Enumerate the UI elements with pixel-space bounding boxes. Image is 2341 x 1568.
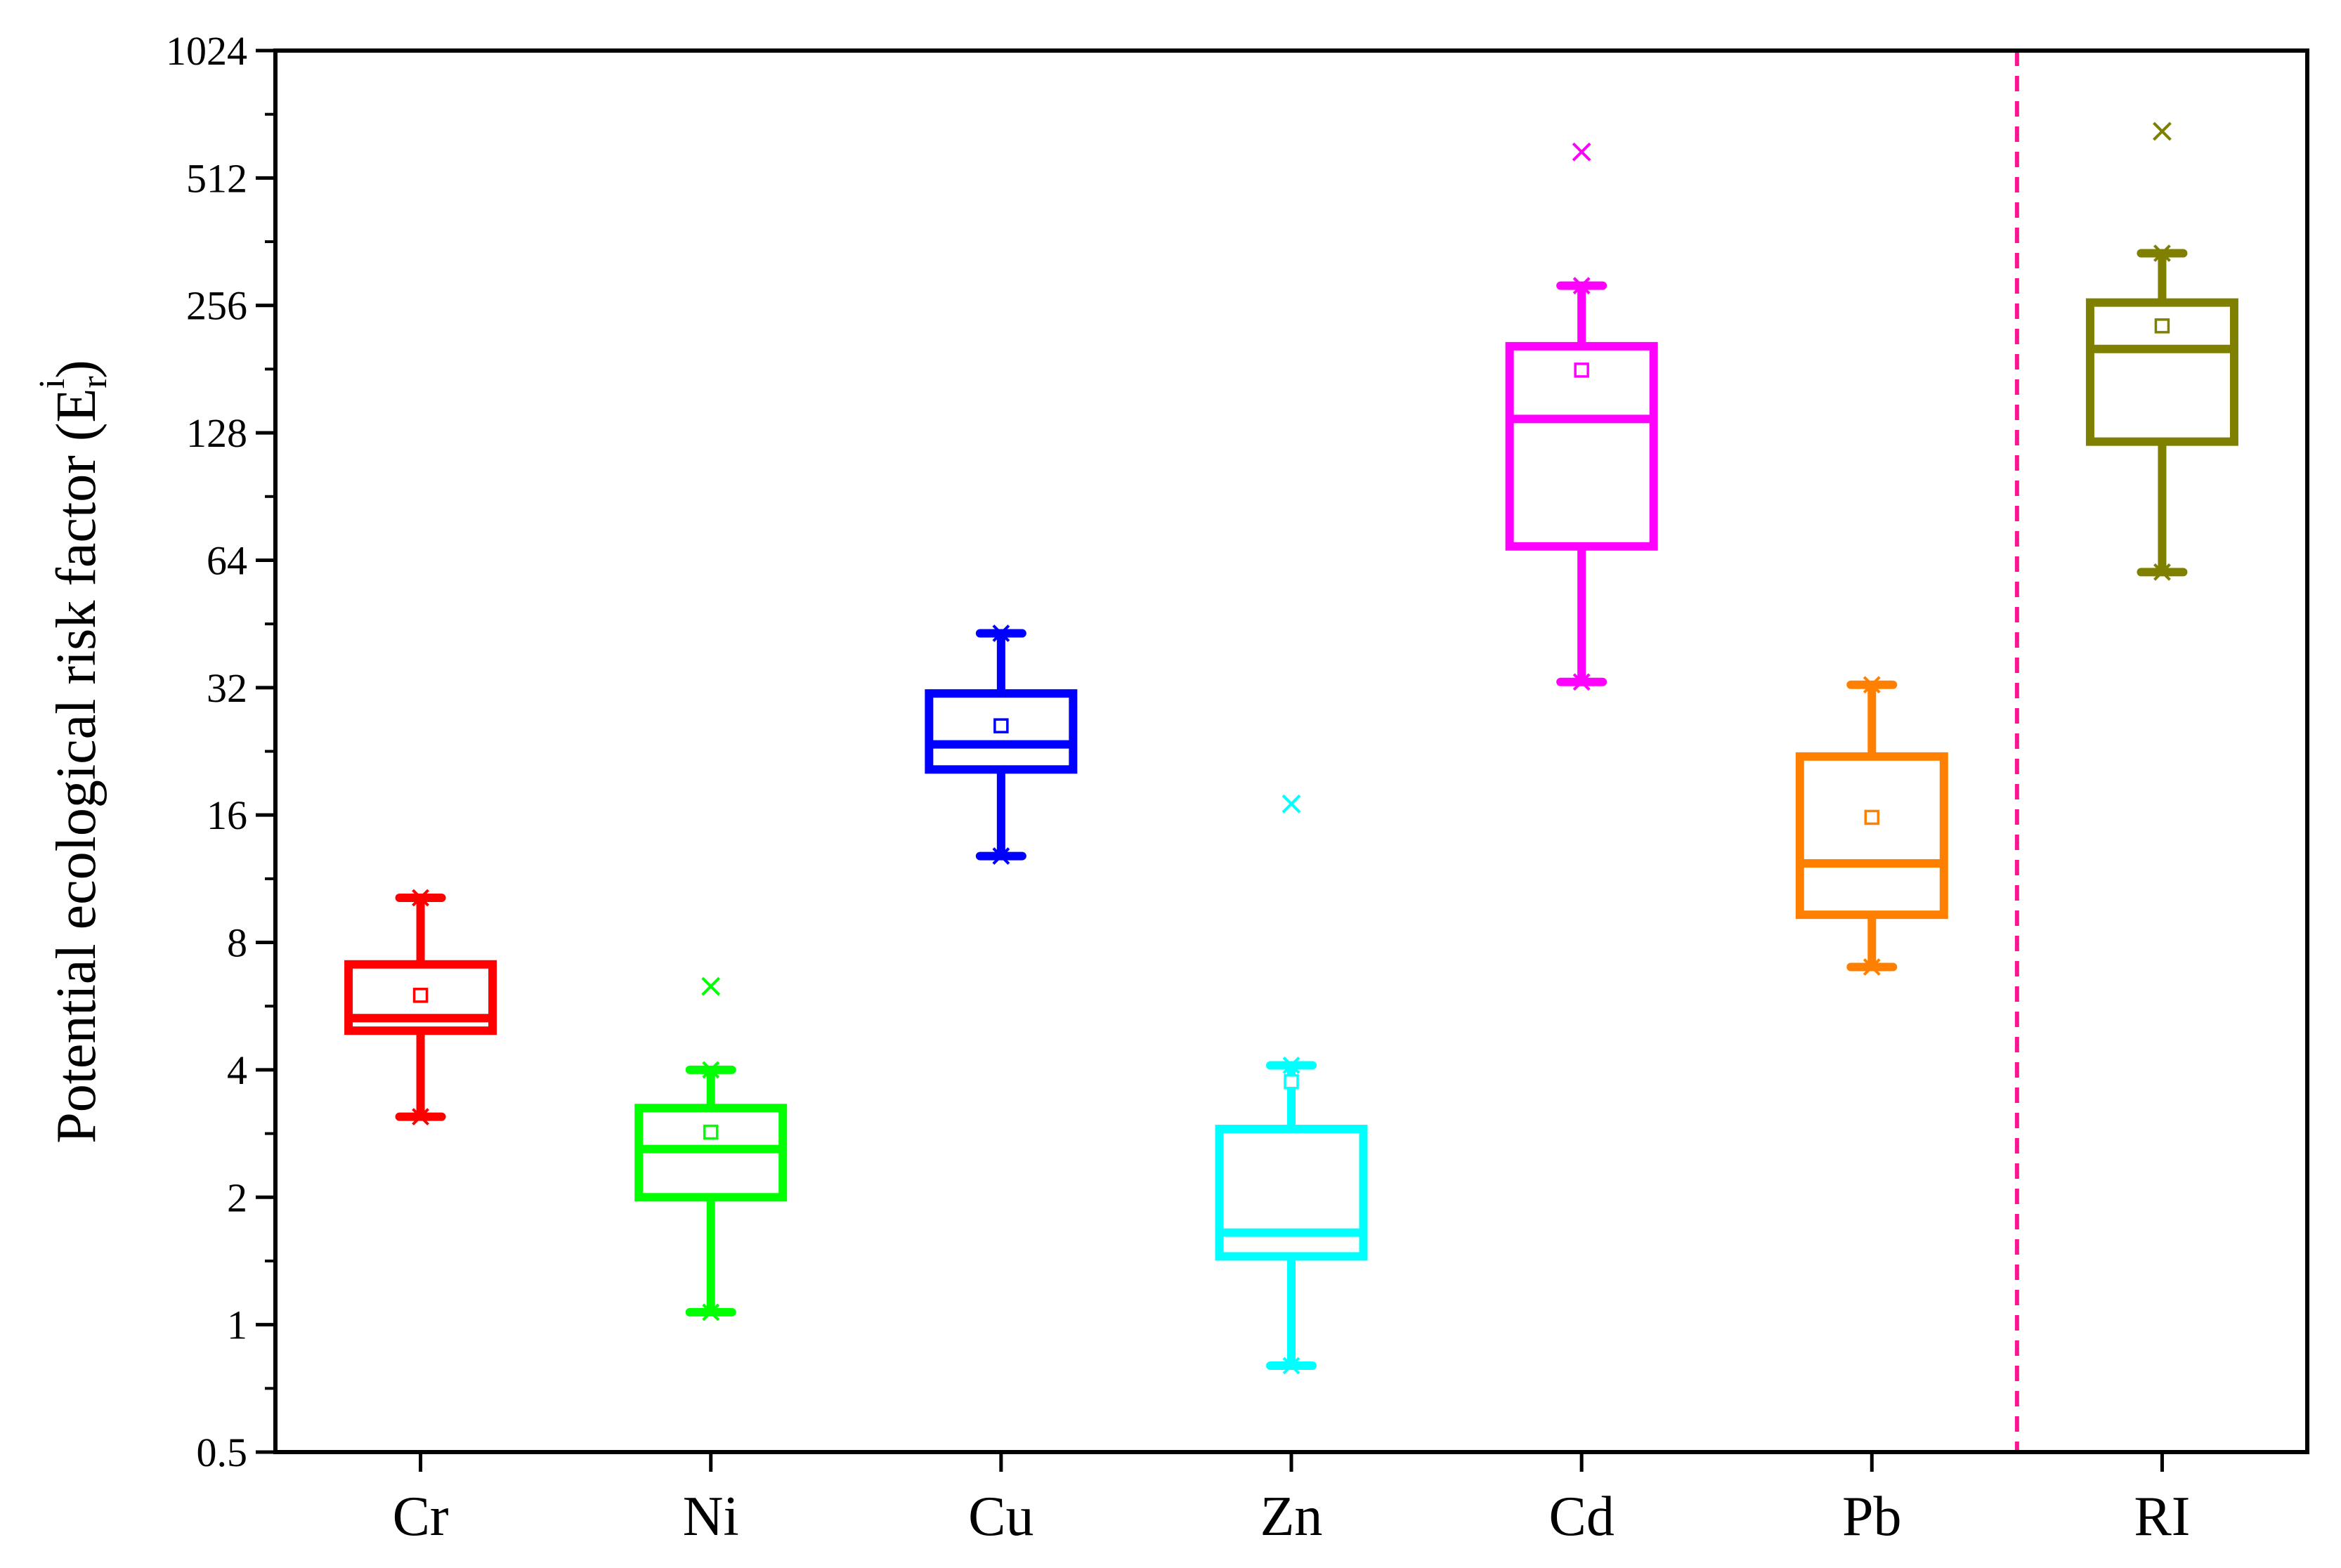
- y-tick-label-7: 64: [207, 537, 247, 583]
- y-tick-label-8: 128: [186, 410, 247, 456]
- max-marker-ni: [702, 1061, 720, 1079]
- boxes-layer: [344, 122, 2238, 1375]
- mean-marker-cr: [412, 988, 429, 1003]
- y-tick-label-4: 8: [227, 920, 247, 966]
- mean-marker-cd: [1574, 362, 1589, 378]
- mean-marker-zn: [1284, 1074, 1299, 1090]
- outlier-zn-0: [1282, 794, 1301, 814]
- mean-marker-pb: [1864, 809, 1880, 825]
- box-ri: [2085, 122, 2238, 581]
- mean-marker-cu: [993, 718, 1009, 733]
- outlier-ni-0: [701, 976, 721, 996]
- max-marker-cu: [992, 625, 1010, 642]
- min-marker-cd: [1572, 673, 1591, 691]
- y-axis-ticks: [256, 48, 275, 1454]
- x-axis-labels: Cr Ni Cu Zn Cd Pb RI: [393, 1452, 2190, 1548]
- min-marker-cu: [992, 847, 1010, 865]
- x-label-zn: Zn: [1260, 1486, 1323, 1548]
- iqr-box-cd: [1505, 341, 1658, 551]
- min-marker-cr: [412, 1108, 429, 1126]
- x-label-cd: Cd: [1548, 1486, 1614, 1548]
- mean-marker-ri: [2154, 318, 2170, 334]
- iqr-box-pb: [1795, 752, 1948, 920]
- box-ni: [634, 976, 788, 1321]
- x-label-cu: Cu: [968, 1486, 1033, 1548]
- y-tick-label-1: 1: [227, 1302, 247, 1348]
- y-axis-title-superscript: i: [32, 379, 72, 388]
- max-marker-ri: [2153, 244, 2171, 262]
- box-pb: [1795, 676, 1948, 976]
- y-axis-title-subscript: r: [74, 376, 115, 388]
- x-label-pb: Pb: [1842, 1486, 1902, 1548]
- x-label-ni: Ni: [683, 1486, 739, 1548]
- outlier-cd-0: [1572, 142, 1591, 162]
- max-marker-cr: [412, 889, 429, 907]
- y-tick-label-9: 256: [186, 283, 247, 329]
- min-marker-pb: [1863, 958, 1881, 976]
- max-marker-zn: [1282, 1057, 1300, 1074]
- iqr-box-zn: [1215, 1125, 1368, 1261]
- y-tick-label-0: 0.5: [197, 1430, 248, 1475]
- y-tick-label-6: 32: [207, 665, 247, 711]
- box-zn: [1215, 794, 1368, 1375]
- box-cr: [344, 889, 497, 1126]
- y-tick-label-5: 16: [207, 792, 247, 838]
- y-tick-label-10: 512: [186, 155, 247, 201]
- box-cd: [1505, 142, 1658, 691]
- min-marker-ni: [702, 1303, 720, 1321]
- y-tick-label-2: 2: [227, 1175, 247, 1220]
- y-axis-title-close: ): [46, 360, 107, 379]
- mean-marker-ni: [703, 1124, 719, 1140]
- y-tick-label-11: 1024: [166, 28, 247, 74]
- y-axis-title: Potential ecological risk factor (Eri): [32, 360, 115, 1144]
- min-marker-zn: [1282, 1357, 1300, 1375]
- y-axis-title-main: Potential ecological risk factor (E: [46, 388, 107, 1144]
- max-marker-pb: [1863, 676, 1881, 694]
- box-cu: [925, 625, 1078, 865]
- x-label-ri: RI: [2134, 1486, 2190, 1548]
- min-marker-ri: [2153, 563, 2171, 581]
- max-marker-cd: [1572, 277, 1591, 295]
- x-label-cr: Cr: [393, 1486, 449, 1548]
- y-axis-labels: 0.5 1 2 4 8 16 32 64 128 256 512 1024: [166, 28, 247, 1475]
- y-tick-label-3: 4: [227, 1047, 247, 1093]
- outlier-ri-0: [2153, 122, 2172, 141]
